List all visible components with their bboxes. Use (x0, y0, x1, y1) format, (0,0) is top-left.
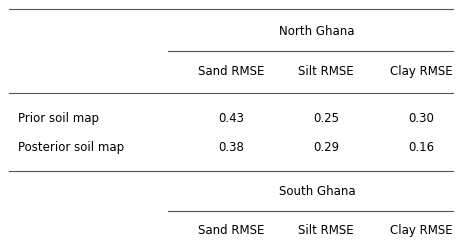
Text: 0.38: 0.38 (218, 141, 244, 154)
Text: 0.29: 0.29 (313, 141, 339, 154)
Text: 0.30: 0.30 (408, 112, 434, 125)
Text: North Ghana: North Ghana (279, 25, 355, 38)
Text: Sand RMSE: Sand RMSE (198, 224, 264, 237)
Text: 0.25: 0.25 (313, 112, 339, 125)
Text: Silt RMSE: Silt RMSE (298, 65, 354, 78)
Text: Sand RMSE: Sand RMSE (198, 65, 264, 78)
Text: South Ghana: South Ghana (279, 185, 355, 198)
Text: Silt RMSE: Silt RMSE (298, 224, 354, 237)
Text: Clay RMSE: Clay RMSE (390, 224, 452, 237)
Text: Clay RMSE: Clay RMSE (390, 65, 452, 78)
Text: 0.43: 0.43 (218, 112, 244, 125)
Text: Posterior soil map: Posterior soil map (18, 141, 124, 154)
Text: Prior soil map: Prior soil map (18, 112, 99, 125)
Text: 0.16: 0.16 (408, 141, 434, 154)
